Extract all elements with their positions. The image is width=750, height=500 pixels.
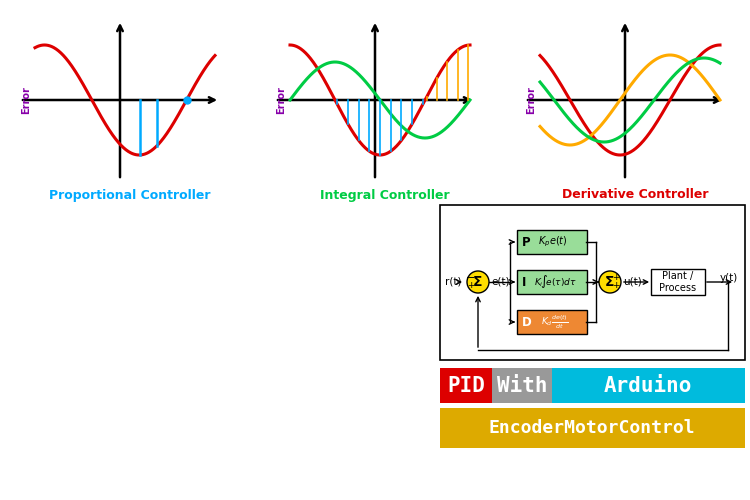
Text: Derivative Controller: Derivative Controller — [562, 188, 708, 202]
Circle shape — [599, 271, 621, 293]
Text: Proportional Controller: Proportional Controller — [50, 188, 211, 202]
Text: u(t): u(t) — [623, 277, 642, 287]
FancyBboxPatch shape — [492, 368, 552, 403]
FancyBboxPatch shape — [651, 269, 705, 295]
Text: −: − — [466, 273, 476, 283]
Text: $K_i\!\int\! e(\tau)d\tau$: $K_i\!\int\! e(\tau)d\tau$ — [533, 274, 577, 290]
Text: +: + — [612, 282, 620, 290]
Text: Error: Error — [276, 86, 286, 114]
Text: Σ: Σ — [605, 275, 615, 289]
Text: Σ: Σ — [473, 275, 483, 289]
Text: $K_p e(t)$: $K_p e(t)$ — [538, 235, 568, 249]
FancyBboxPatch shape — [440, 408, 745, 448]
FancyBboxPatch shape — [440, 205, 745, 360]
Circle shape — [467, 271, 489, 293]
Text: e(t): e(t) — [491, 277, 509, 287]
Text: Error: Error — [526, 86, 536, 114]
Text: $K_d\frac{de(t)}{dt}$: $K_d\frac{de(t)}{dt}$ — [542, 314, 568, 330]
Text: P: P — [522, 236, 531, 248]
Text: With: With — [496, 376, 548, 396]
Text: I: I — [522, 276, 526, 288]
Text: +: + — [612, 274, 620, 282]
Text: r(t): r(t) — [445, 277, 461, 287]
Text: EncoderMotorControl: EncoderMotorControl — [489, 419, 695, 437]
FancyBboxPatch shape — [552, 368, 745, 403]
FancyBboxPatch shape — [517, 270, 587, 294]
Text: PID: PID — [447, 376, 485, 396]
FancyBboxPatch shape — [440, 368, 492, 403]
Text: D: D — [522, 316, 532, 328]
Text: y(t): y(t) — [720, 273, 738, 283]
FancyBboxPatch shape — [517, 230, 587, 254]
Text: +: + — [467, 282, 475, 290]
Text: Integral Controller: Integral Controller — [320, 188, 450, 202]
Text: Plant /
Process: Plant / Process — [659, 271, 697, 293]
FancyBboxPatch shape — [517, 310, 587, 334]
Text: Error: Error — [21, 86, 31, 114]
Text: Arduino: Arduino — [604, 376, 692, 396]
